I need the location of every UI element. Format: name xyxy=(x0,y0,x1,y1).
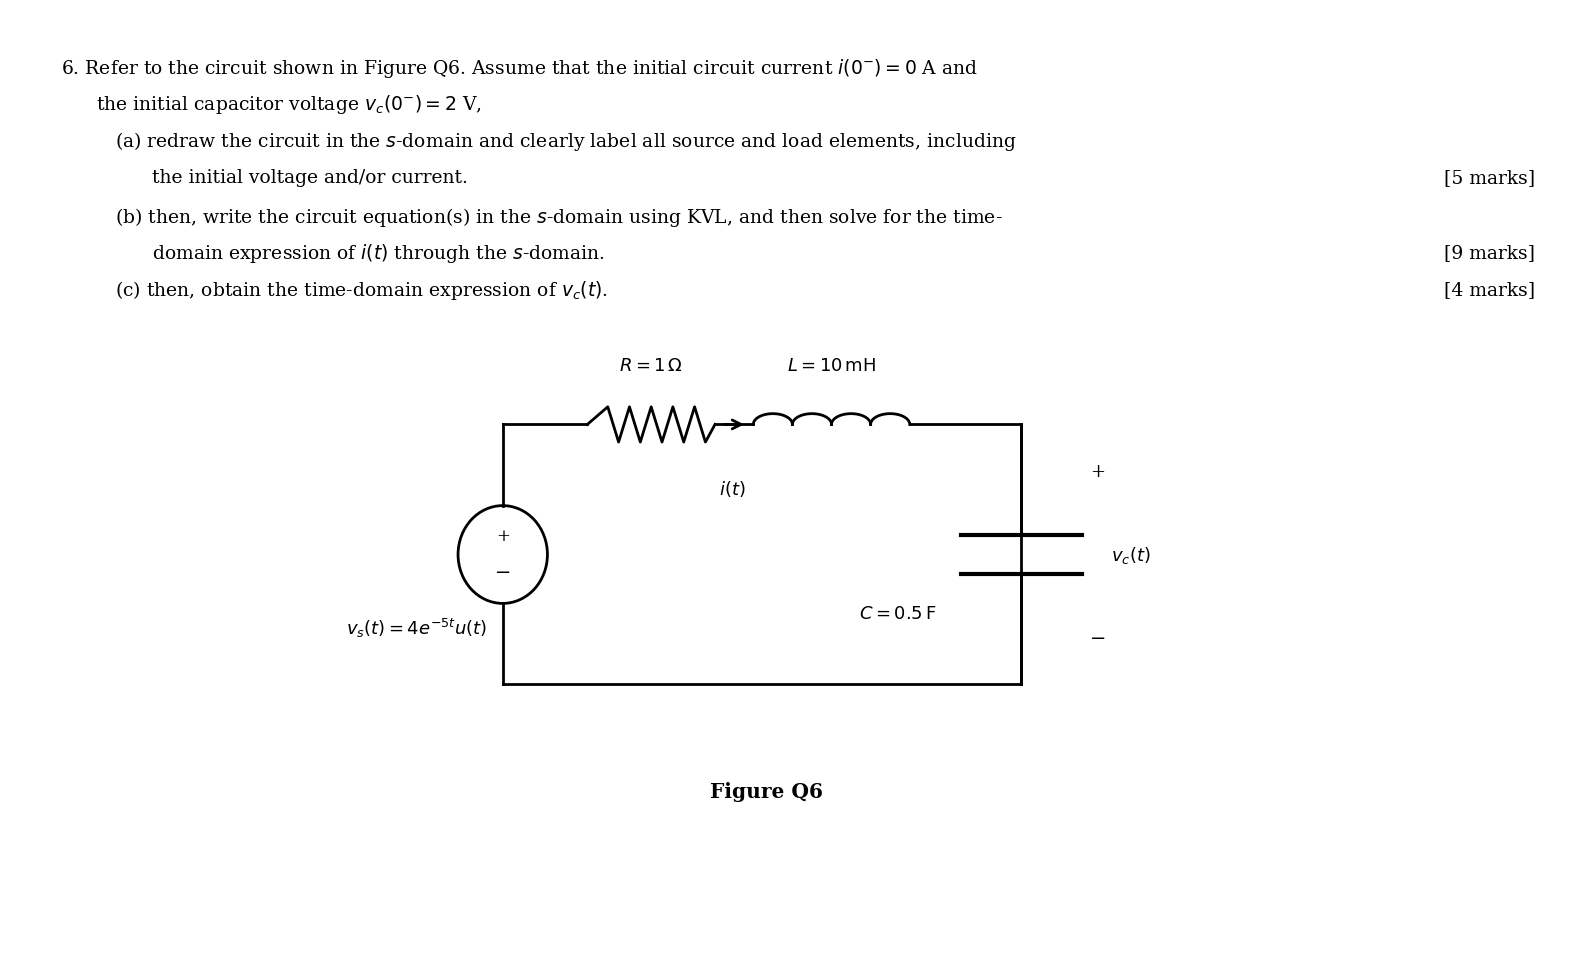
Text: the initial capacitor voltage $v_c(0^{-}) = 2$ V,: the initial capacitor voltage $v_c(0^{-}… xyxy=(96,93,482,116)
Text: [9 marks]: [9 marks] xyxy=(1444,244,1535,262)
Text: (b) then, write the circuit equation(s) in the $s$-domain using KVL, and then so: (b) then, write the circuit equation(s) … xyxy=(115,205,1002,229)
Text: +: + xyxy=(1090,463,1106,481)
Text: 6. Refer to the circuit shown in Figure Q6. Assume that the initial circuit curr: 6. Refer to the circuit shown in Figure … xyxy=(61,57,978,80)
Text: $R = 1\,\Omega$: $R = 1\,\Omega$ xyxy=(619,357,683,374)
Text: $L{=}10\,\mathrm{mH}$: $L{=}10\,\mathrm{mH}$ xyxy=(787,357,876,374)
Text: $C = 0.5\,\mathrm{F}$: $C = 0.5\,\mathrm{F}$ xyxy=(859,605,937,622)
Text: [4 marks]: [4 marks] xyxy=(1444,281,1535,299)
Text: −: − xyxy=(495,563,511,581)
Text: $i(t)$: $i(t)$ xyxy=(720,479,745,498)
Text: $v_s(t) = 4e^{-5t}u(t)$: $v_s(t) = 4e^{-5t}u(t)$ xyxy=(346,616,487,640)
Text: [5 marks]: [5 marks] xyxy=(1444,169,1535,187)
Text: +: + xyxy=(496,528,509,545)
Text: (c) then, obtain the time-domain expression of $v_c(t)$.: (c) then, obtain the time-domain express… xyxy=(115,278,608,302)
Text: domain expression of $i(t)$ through the $s$-domain.: domain expression of $i(t)$ through the … xyxy=(152,241,605,265)
Text: (a) redraw the circuit in the $s$-domain and clearly label all source and load e: (a) redraw the circuit in the $s$-domain… xyxy=(115,130,1017,153)
Text: Figure Q6: Figure Q6 xyxy=(710,782,822,801)
Text: the initial voltage and/or current.: the initial voltage and/or current. xyxy=(152,169,468,187)
Text: $v_c(t)$: $v_c(t)$ xyxy=(1111,544,1151,566)
Text: −: − xyxy=(1090,629,1106,647)
